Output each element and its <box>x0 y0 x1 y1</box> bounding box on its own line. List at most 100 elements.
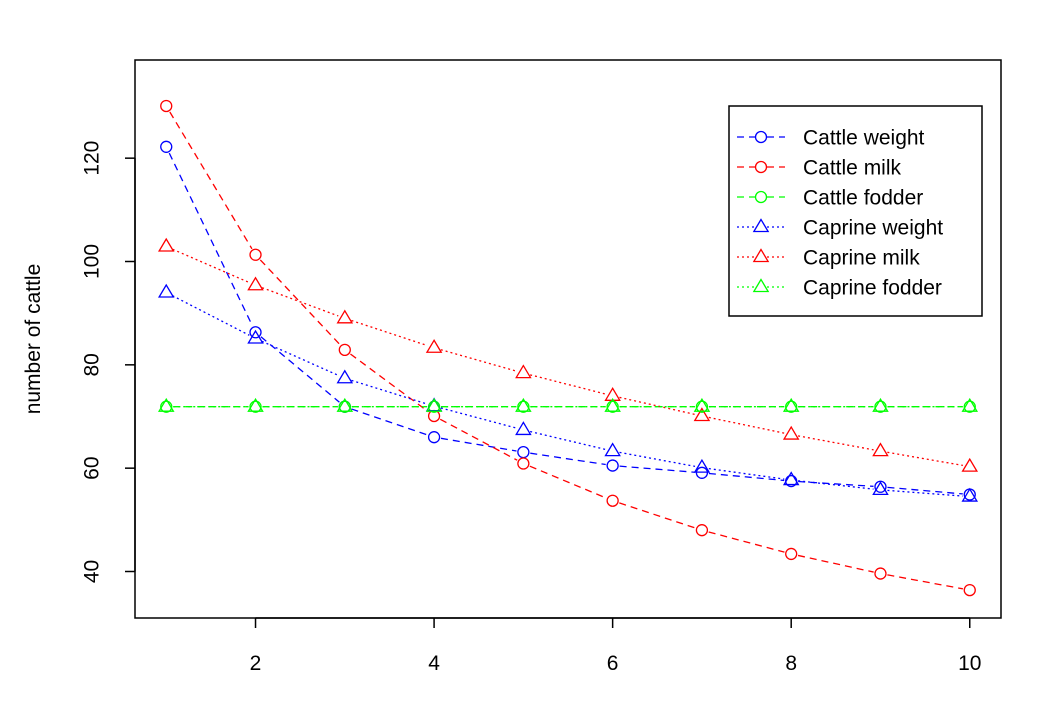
x-tick-label: 2 <box>250 652 262 675</box>
series-line-segment <box>797 435 874 451</box>
series-line-segment <box>530 430 606 451</box>
legend-label: Caprine fodder <box>803 277 942 300</box>
series-line-segment <box>261 287 339 317</box>
legend-marker-triangle <box>752 278 770 293</box>
data-point-triangle <box>515 421 532 436</box>
data-point-triangle <box>425 339 443 353</box>
data-point-circle <box>606 400 619 413</box>
legend-marker-triangle <box>752 218 770 233</box>
legend-item: Caprine fodder <box>737 277 942 300</box>
data-point-circle <box>874 400 887 413</box>
data-point-triangle <box>872 442 889 457</box>
legend-item: Cattle weight <box>737 127 925 150</box>
series-line-segment <box>260 336 340 403</box>
data-point-triangle <box>604 442 621 457</box>
series-line-segment <box>439 418 518 461</box>
data-point-triangle <box>157 397 175 412</box>
x-tick-label: 8 <box>785 652 797 675</box>
data-point-circle <box>249 326 262 339</box>
series-line-segment <box>440 349 517 372</box>
legend-item: Caprine milk <box>737 247 920 270</box>
legend-label: Caprine milk <box>803 247 920 270</box>
data-point-circle <box>606 459 619 472</box>
data-point-triangle <box>872 397 889 412</box>
data-point-triangle <box>515 364 532 379</box>
data-point-triangle <box>782 425 800 440</box>
series-line-segment <box>351 319 428 347</box>
y-tick-label: 60 <box>80 456 103 479</box>
data-point-circle <box>963 400 976 413</box>
x-tick-label: 6 <box>607 652 619 675</box>
series-caprine-fodder <box>157 397 979 412</box>
data-point-circle <box>695 524 709 537</box>
data-point-triangle <box>872 481 889 496</box>
y-tick-label: 40 <box>80 560 103 583</box>
data-point-triangle <box>336 309 354 324</box>
series-line-segment <box>440 437 517 452</box>
series-line-segment <box>168 152 254 327</box>
series-line-segment <box>619 465 695 473</box>
series-line-segment <box>887 486 963 495</box>
data-point-triangle <box>247 276 264 291</box>
x-tick-label: 10 <box>958 652 981 675</box>
data-point-circle <box>963 583 976 597</box>
series-cattle-fodder <box>160 400 976 413</box>
legend-label: Cattle milk <box>803 157 902 180</box>
data-point-circle <box>427 431 441 444</box>
legend-label: Cattle weight <box>803 127 925 150</box>
data-point-triangle <box>247 397 264 412</box>
series-line-segment <box>350 353 429 413</box>
data-point-circle <box>249 248 262 261</box>
legend-box <box>728 105 983 317</box>
data-point-triangle <box>693 407 711 422</box>
series-line-segment <box>259 259 341 346</box>
data-point-circle <box>695 466 709 479</box>
series-line-segment <box>708 531 785 553</box>
data-point-triangle <box>693 458 711 473</box>
legend-marker-circle <box>754 190 768 204</box>
legend-marker-circle <box>754 130 768 144</box>
data-point-circle <box>785 547 798 561</box>
data-point-triangle <box>961 457 979 472</box>
series-line-segment <box>887 451 963 467</box>
y-tick-label: 120 <box>80 141 103 176</box>
data-point-circle <box>785 400 798 413</box>
legend: Cattle weight Cattle milk Cattle fodder Cap… <box>728 105 983 317</box>
legend-label: Cattle fodder <box>803 187 923 210</box>
series-line-segment <box>529 465 607 499</box>
data-point-circle <box>517 445 530 459</box>
data-point-circle <box>517 457 530 470</box>
series-layer <box>157 99 979 597</box>
series-line-segment <box>440 407 517 429</box>
series-line-segment <box>887 574 963 590</box>
series-line-segment <box>529 374 607 395</box>
data-point-circle <box>160 140 173 153</box>
series-line-segment <box>619 502 696 529</box>
legend-marker-circle <box>754 160 768 174</box>
data-point-triangle <box>247 329 264 344</box>
data-point-triangle <box>961 397 979 412</box>
series-line-segment <box>530 452 606 466</box>
data-point-circle <box>874 567 887 580</box>
series-line-segment <box>708 416 785 434</box>
series-line-segment <box>351 379 428 405</box>
data-point-circle <box>695 400 709 413</box>
legend-item: Cattle milk <box>737 157 902 180</box>
data-point-triangle <box>693 397 711 412</box>
y-tick-label: 80 <box>80 353 103 376</box>
y-axis-title: number of cattle <box>22 264 45 415</box>
y-axis: 40 60 80 100 120 <box>80 141 136 583</box>
y-tick-label: 100 <box>80 244 103 279</box>
data-point-triangle <box>425 397 443 412</box>
data-point-circle <box>160 400 173 413</box>
data-point-circle <box>249 400 262 413</box>
series-line-segment <box>351 408 428 436</box>
legend-label: Caprine weight <box>803 217 943 240</box>
series-line-segment <box>169 111 253 250</box>
data-point-triangle <box>157 237 175 252</box>
legend-item: Caprine weight <box>737 217 943 240</box>
data-point-circle <box>338 343 351 357</box>
series-line-segment <box>172 248 250 284</box>
legend-item: Cattle fodder <box>737 187 923 210</box>
